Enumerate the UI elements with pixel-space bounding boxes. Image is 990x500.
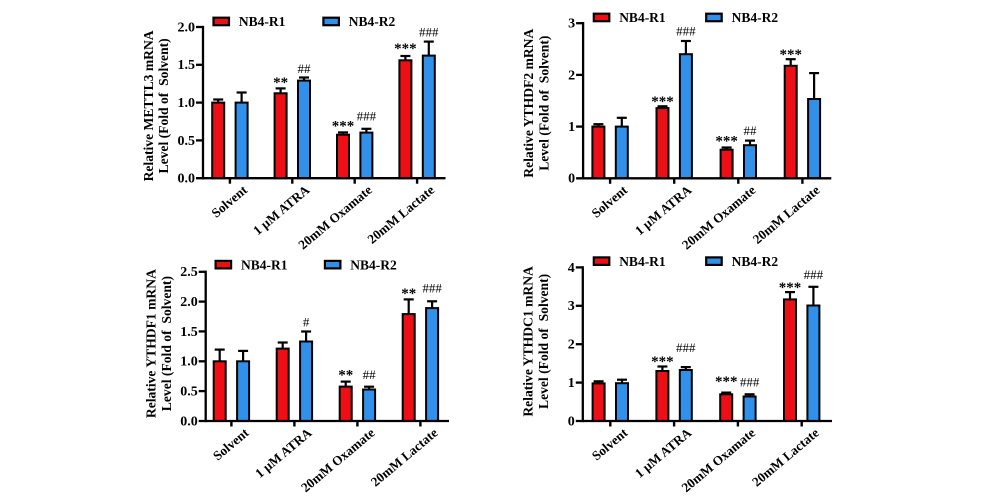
svg-text:###: ### bbox=[419, 25, 439, 40]
svg-text:###: ### bbox=[357, 109, 377, 124]
svg-text:NB4-R1: NB4-R1 bbox=[619, 254, 666, 269]
svg-text:###: ### bbox=[676, 23, 696, 38]
svg-text:***: *** bbox=[715, 133, 738, 149]
svg-text:Relative YTHDF2 mRNA: Relative YTHDF2 mRNA bbox=[521, 29, 536, 178]
svg-text:**: ** bbox=[273, 75, 288, 91]
svg-text:0.5: 0.5 bbox=[178, 134, 196, 149]
svg-text:NB4-R1: NB4-R1 bbox=[241, 257, 288, 272]
svg-text:0.0: 0.0 bbox=[178, 172, 196, 187]
svg-text:0: 0 bbox=[568, 414, 575, 429]
svg-text:NB4-R2: NB4-R2 bbox=[732, 10, 779, 25]
svg-text:3: 3 bbox=[568, 17, 575, 32]
svg-text:1: 1 bbox=[568, 376, 575, 391]
svg-text:1.0: 1.0 bbox=[180, 355, 198, 370]
svg-text:Level (Fold of Solvent): Level (Fold of Solvent) bbox=[156, 38, 172, 173]
svg-text:#: # bbox=[303, 315, 310, 330]
svg-text:##: ## bbox=[744, 123, 758, 138]
svg-text:NB4-R2: NB4-R2 bbox=[350, 257, 397, 272]
svg-text:##: ## bbox=[298, 61, 312, 76]
svg-text:3: 3 bbox=[568, 299, 575, 314]
svg-text:1.0: 1.0 bbox=[178, 96, 196, 111]
svg-text:2.0: 2.0 bbox=[180, 295, 198, 310]
svg-text:Level (Fold of Solvent): Level (Fold of Solvent) bbox=[536, 274, 552, 409]
svg-text:Level (Fold of Solvent): Level (Fold of Solvent) bbox=[159, 276, 175, 411]
svg-text:***: *** bbox=[394, 41, 417, 57]
svg-text:Relative YTHDC1 mRNA: Relative YTHDC1 mRNA bbox=[521, 266, 536, 417]
svg-text:###: ### bbox=[740, 375, 760, 390]
svg-text:**: ** bbox=[401, 286, 416, 302]
svg-text:1: 1 bbox=[568, 120, 575, 135]
svg-text:Relative YTHDF1 mRNA: Relative YTHDF1 mRNA bbox=[144, 269, 159, 418]
svg-text:NB4-R1: NB4-R1 bbox=[239, 14, 286, 29]
svg-text:2: 2 bbox=[568, 338, 575, 353]
svg-text:***: *** bbox=[651, 94, 674, 110]
svg-text:***: *** bbox=[715, 374, 738, 390]
svg-text:###: ### bbox=[676, 340, 696, 355]
svg-text:***: *** bbox=[651, 354, 674, 370]
svg-text:###: ### bbox=[804, 267, 824, 282]
svg-text:4: 4 bbox=[568, 261, 575, 276]
svg-text:##: ## bbox=[363, 367, 377, 382]
svg-text:1.5: 1.5 bbox=[180, 325, 198, 340]
svg-text:0: 0 bbox=[568, 172, 575, 187]
svg-text:2.0: 2.0 bbox=[178, 20, 196, 35]
svg-text:0.5: 0.5 bbox=[180, 385, 198, 400]
svg-text:***: *** bbox=[332, 118, 355, 134]
svg-text:1.5: 1.5 bbox=[178, 58, 196, 73]
svg-text:NB4-R1: NB4-R1 bbox=[619, 10, 666, 25]
svg-text:2: 2 bbox=[568, 68, 575, 83]
svg-text:**: ** bbox=[338, 368, 353, 384]
svg-text:***: *** bbox=[779, 280, 802, 296]
svg-text:Level (Fold of Solvent): Level (Fold of Solvent) bbox=[536, 36, 552, 171]
svg-text:2.5: 2.5 bbox=[180, 265, 198, 280]
svg-text:NB4-R2: NB4-R2 bbox=[732, 254, 779, 269]
svg-text:NB4-R2: NB4-R2 bbox=[349, 14, 396, 29]
svg-text:***: *** bbox=[779, 47, 802, 63]
svg-text:###: ### bbox=[422, 280, 442, 295]
svg-text:0.0: 0.0 bbox=[180, 414, 198, 429]
svg-text:Relative METTL3 mRNA: Relative METTL3 mRNA bbox=[141, 30, 156, 181]
